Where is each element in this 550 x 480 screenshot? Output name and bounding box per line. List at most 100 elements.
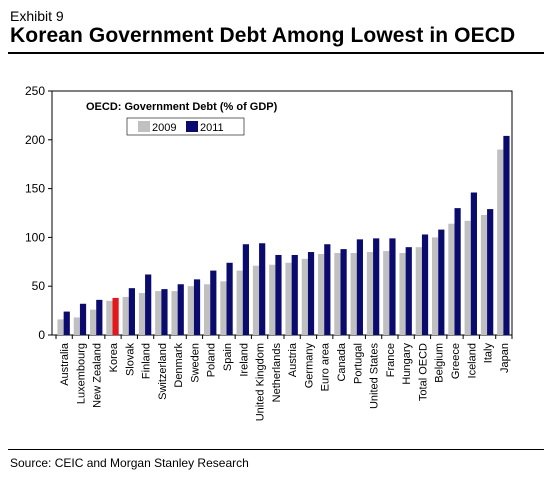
bar-2009 (73, 317, 80, 335)
y-tick-label: 100 (25, 230, 45, 244)
bar-2011 (307, 252, 315, 335)
category-label: Australia (59, 342, 71, 386)
bar-2011 (63, 311, 70, 335)
bar-2009 (432, 237, 439, 335)
bar-2009 (480, 214, 488, 335)
bar-2009 (334, 253, 341, 335)
bar-2009 (415, 247, 422, 335)
category-label: Ireland (238, 343, 250, 377)
category-label: Poland (206, 343, 218, 377)
bar-group (57, 135, 510, 335)
bar-2009 (383, 251, 390, 335)
category-label: Greece (450, 343, 462, 379)
category-label: Spain (222, 343, 234, 371)
legend-frame (126, 117, 245, 136)
y-tick-label: 50 (32, 279, 46, 293)
bar-2009 (269, 264, 276, 335)
category-label: United Kingdom (255, 343, 267, 421)
category-label: Switzerland (157, 343, 169, 400)
category-label: Netherlands (271, 343, 283, 403)
category-label: Italy (483, 343, 495, 364)
bar-2011 (226, 262, 233, 335)
category-label: Hungary (401, 343, 413, 385)
plot-frame (51, 90, 513, 336)
category-label: Germany (303, 343, 315, 389)
title-rule (8, 52, 544, 54)
bar-2011 (503, 135, 510, 335)
bar-2011 (389, 238, 396, 335)
bar-2009 (252, 265, 260, 335)
footer-rule (8, 449, 544, 450)
bar-2009 (366, 252, 374, 335)
category-label: Euro area (320, 342, 332, 391)
category-label: Total OECD (417, 343, 429, 401)
bar-2009 (220, 281, 227, 335)
bar-2011 (340, 249, 347, 335)
bar-2009 (497, 149, 504, 335)
legend-box (82, 98, 252, 140)
bar-2011 (470, 192, 477, 335)
legend-label-2011: 2011 (200, 122, 224, 134)
bar-2009 (57, 319, 64, 335)
x-axis: Australia Luxembourg New Zealand Korea Slova… (55, 335, 513, 421)
legend-swatch-2009 (138, 121, 150, 132)
bar-2009 (122, 296, 129, 335)
bar-2011 (275, 254, 282, 335)
exhibit-label: Exhibit 9 (10, 8, 64, 24)
bar-2011 (487, 209, 494, 335)
debt-chart: 0 50 100 150 200 250 Australia Luxembourg New Z… (25, 84, 513, 421)
bar-2011 (421, 234, 429, 335)
bar-2009 (350, 253, 357, 335)
category-label: Belgium (434, 343, 446, 383)
bar-2011 (405, 247, 412, 335)
bar-2009 (236, 270, 243, 335)
y-tick-label: 0 (38, 328, 45, 342)
bar-2009 (106, 300, 113, 335)
bar-2011 (438, 229, 445, 335)
bar-2009 (318, 253, 325, 335)
bar-2011 (145, 274, 152, 335)
category-label: Slovak (124, 343, 136, 377)
bar-2011 (193, 279, 201, 335)
bar-2009 (301, 258, 308, 335)
bar-2011 (373, 238, 380, 335)
category-label: France (385, 343, 397, 377)
y-tick-label: 150 (25, 182, 45, 196)
bar-2011 (161, 289, 168, 335)
category-label: New Zealand (92, 343, 104, 408)
bar-2009 (138, 293, 146, 335)
bar-2011 (128, 288, 135, 335)
bar-2009 (155, 291, 162, 335)
bar-2011 (96, 299, 103, 335)
bar-2009 (171, 291, 178, 335)
bar-2009 (187, 286, 194, 335)
bar-2011 (356, 239, 363, 335)
bar-2009 (204, 284, 211, 335)
category-label: Luxembourg (75, 343, 87, 404)
bar-2011 (177, 284, 184, 335)
legend-label-2009: 2009 (152, 122, 176, 134)
bar-2011 (324, 244, 331, 335)
category-label: Iceland (466, 343, 478, 378)
category-label: United States (369, 343, 381, 410)
bar-2011 (112, 297, 119, 335)
y-axis: 0 50 100 150 200 250 (25, 84, 52, 342)
bar-2011 (210, 270, 217, 335)
bar-2009 (399, 253, 406, 335)
y-tick-label: 250 (25, 84, 45, 98)
category-label: Portugal (352, 343, 364, 384)
bar-2011 (259, 243, 266, 335)
bar-2011 (454, 208, 461, 335)
bar-2009 (285, 262, 292, 335)
category-label: Finland (141, 343, 153, 379)
category-label: Sweden (189, 343, 201, 383)
bar-2009 (448, 223, 455, 335)
legend-swatch-2011 (186, 121, 198, 132)
category-label: Canada (336, 342, 348, 381)
bar-2009 (90, 309, 97, 335)
chart-title: OECD: Government Debt (% of GDP) (86, 101, 278, 113)
y-tick-label: 200 (25, 133, 45, 147)
legend: OECD: Government Debt (% of GDP) 2009 20… (82, 98, 278, 140)
category-label: Austria (287, 342, 299, 377)
bar-2011 (242, 244, 249, 335)
